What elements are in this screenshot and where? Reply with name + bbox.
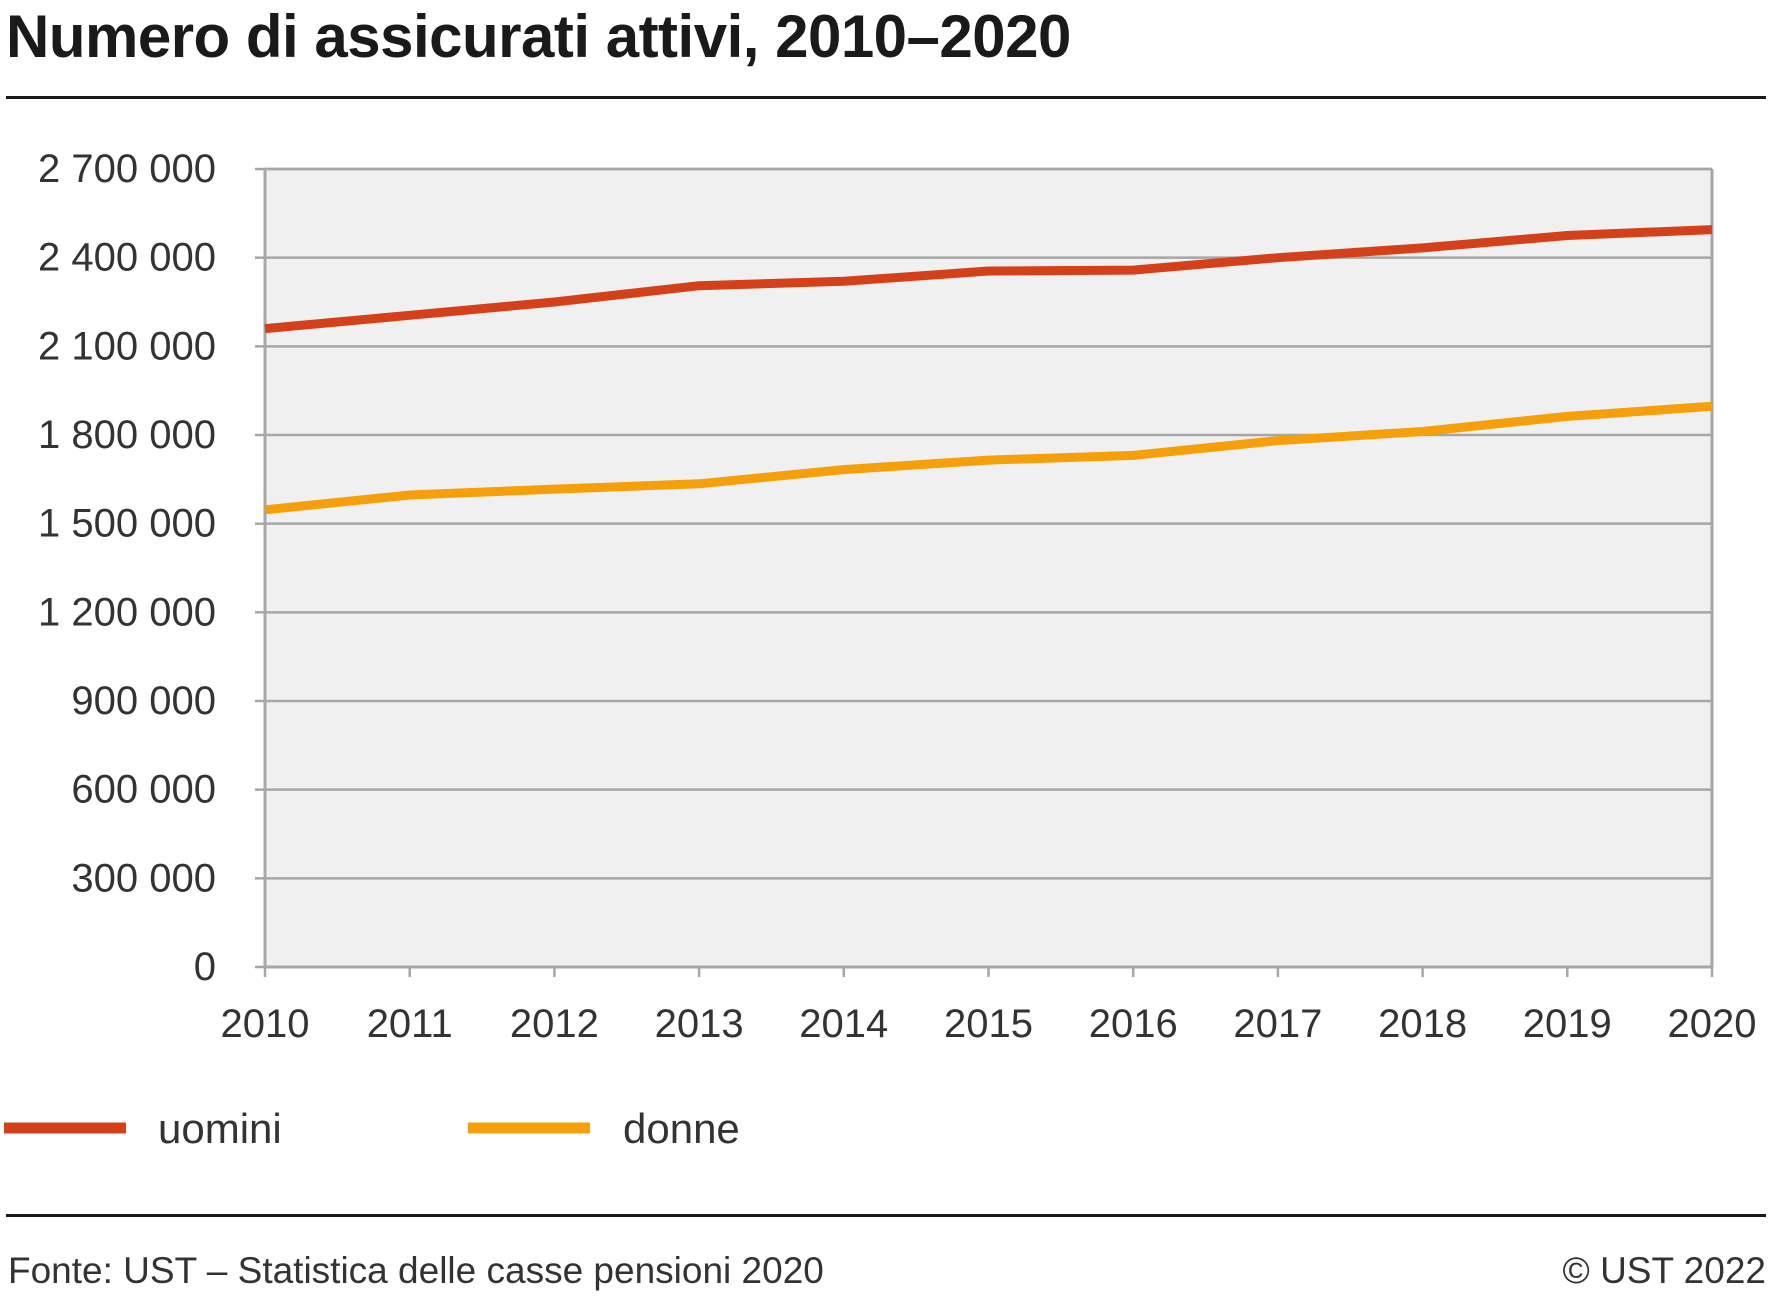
y-tick-label: 2 700 000 [38,147,216,191]
x-tick-label: 2015 [944,1002,1033,1046]
legend-label-uomini: uomini [158,1105,282,1152]
y-tick-label: 2 100 000 [38,324,216,368]
x-tick-label: 2017 [1233,1002,1322,1046]
y-tick-label: 1 800 000 [38,413,216,457]
x-tick-label: 2011 [367,1002,453,1046]
x-axis-ticks: 2010 2011 2012 2013 2014 2015 2016 2017 2018 2019… [221,967,1757,1046]
bottom-rule [6,1214,1766,1217]
axes [263,167,1714,969]
gridlines [265,167,1712,880]
y-tick-label: 1 200 000 [38,590,216,634]
x-tick-label: 2018 [1378,1002,1467,1046]
y-tick-label: 600 000 [71,768,216,812]
plot-area [265,169,1712,967]
x-tick-label: 2014 [799,1002,888,1046]
legend-label-donne: donne [623,1105,740,1152]
x-tick-label: 2020 [1668,1002,1757,1046]
legend: uomini donne [4,1105,740,1152]
series-lines [264,225,1713,515]
y-tick-label: 0 [194,945,216,989]
y-tick-label: 1 500 000 [38,502,216,546]
y-axis-ticks: 0 300 000 600 000 900 000 1 200 000 1 500 000… [38,147,265,989]
top-rule [6,96,1766,99]
x-tick-label: 2013 [655,1002,744,1046]
x-tick-label: 2016 [1089,1002,1178,1046]
y-tick-label: 2 400 000 [38,236,216,280]
y-tick-label: 300 000 [71,856,216,900]
x-tick-label: 2019 [1523,1002,1612,1046]
line-chart: 0 300 000 600 000 900 000 1 200 000 1 500 000… [4,147,1757,1152]
y-tick-label: 900 000 [71,679,216,723]
source-note: Fonte: UST – Statistica delle casse pens… [8,1250,824,1291]
chart-title: Numero di assicurati attivi, 2010–2020 [6,3,1071,70]
copyright-note: © UST 2022 [1562,1250,1766,1291]
x-tick-label: 2010 [221,1002,310,1046]
x-tick-label: 2012 [510,1002,599,1046]
